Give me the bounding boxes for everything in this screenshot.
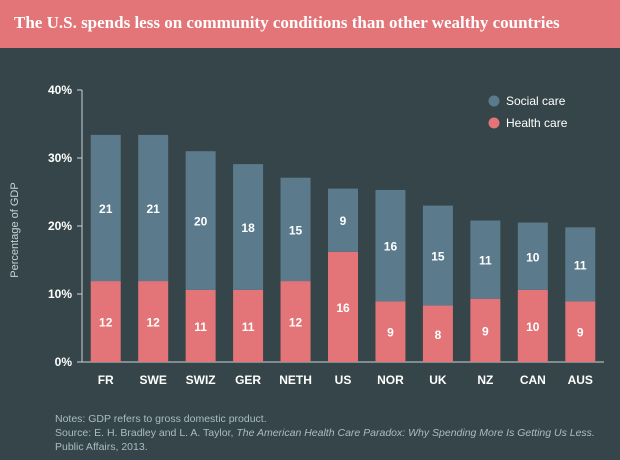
data-label-social-care: 21 — [147, 202, 161, 216]
data-label-health-care: 9 — [387, 326, 394, 340]
data-label-social-care: 15 — [431, 250, 445, 264]
stacked-bar-chart: 0% 10% 20% 30% 40% Percentage of GDP 12 21 FR 12 2… — [9, 83, 604, 387]
data-label-health-care: 11 — [242, 320, 255, 334]
bar-social-care-swiz — [185, 151, 216, 290]
bar-social-care-ger — [233, 164, 264, 290]
data-label-social-care: 21 — [99, 202, 113, 216]
bar-social-care-nz — [470, 220, 501, 299]
legend-label: Health care — [506, 116, 568, 130]
bar-health-care-us — [328, 251, 358, 362]
y-axis-label: Percentage of GDP — [9, 182, 21, 277]
bar-social-care-neth — [280, 177, 311, 282]
y-tick-label: 10% — [48, 287, 72, 301]
bar-health-care-swiz — [185, 289, 216, 362]
data-label-health-care: 11 — [194, 320, 207, 334]
bar-social-care-uk — [422, 205, 453, 306]
source-prefix: Source: E. H. Bradley and L. A. Taylor, — [55, 427, 237, 439]
bar-health-care-aus — [565, 301, 596, 362]
data-label-social-care: 18 — [241, 221, 255, 235]
data-label-health-care: 8 — [435, 328, 442, 342]
x-tick-label: UK — [429, 373, 447, 387]
data-label-health-care: 12 — [147, 316, 161, 330]
bar-social-care-nor — [375, 189, 406, 302]
data-label-health-care: 10 — [526, 320, 540, 334]
footnotes: Notes: GDP refers to gross domestic prod… — [55, 412, 615, 454]
bar-health-care-swe — [138, 281, 169, 362]
data-label-social-care: 10 — [526, 250, 540, 264]
data-label-social-care: 11 — [479, 254, 492, 268]
data-label-health-care: 12 — [289, 316, 303, 330]
data-label-health-care: 9 — [482, 324, 489, 338]
x-tick-label: GER — [235, 373, 261, 387]
legend-label: Social care — [506, 94, 566, 108]
bar-social-care-can — [517, 222, 548, 290]
source-line: Source: E. H. Bradley and L. A. Taylor, … — [55, 426, 615, 440]
source-title: The American Health Care Paradox: Why Sp… — [236, 427, 595, 439]
bar-social-care-aus — [565, 227, 596, 302]
bar-health-care-nz — [470, 298, 501, 362]
data-label-social-care: 11 — [574, 258, 587, 272]
x-tick-label: SWE — [140, 373, 167, 387]
data-label-social-care: 15 — [289, 223, 303, 237]
data-label-health-care: 12 — [99, 316, 113, 330]
bar-social-care-us — [328, 188, 358, 252]
y-tick-label: 40% — [48, 83, 72, 97]
legend-swatch-health-care — [488, 117, 500, 129]
y-tick-label: 20% — [48, 219, 72, 233]
data-label-health-care: 9 — [577, 326, 584, 340]
chart-title: The U.S. spends less on community condit… — [14, 13, 560, 32]
y-tick-label: 30% — [48, 151, 72, 165]
x-tick-label: AUS — [568, 373, 593, 387]
legend-swatch-social-care — [488, 95, 500, 107]
y-tick-label: 0% — [55, 355, 73, 369]
x-tick-label: NOR — [377, 373, 404, 387]
bar-health-care-can — [517, 289, 548, 362]
bar-social-care-swe — [138, 134, 169, 282]
notes-line: Notes: GDP refers to gross domestic prod… — [55, 413, 267, 425]
x-tick-label: CAN — [520, 373, 546, 387]
bar-health-care-ger — [233, 289, 264, 362]
x-tick-label: US — [335, 373, 352, 387]
x-tick-label: SWIZ — [186, 373, 216, 387]
bar-social-care-fr — [90, 134, 121, 282]
data-label-social-care: 20 — [194, 215, 208, 229]
data-label-health-care: 16 — [336, 301, 350, 315]
bar-health-care-uk — [422, 305, 453, 362]
data-label-social-care: 9 — [340, 214, 347, 228]
bar-health-care-nor — [375, 301, 406, 362]
publisher-line: Public Affairs, 2013. — [55, 441, 148, 453]
bar-health-care-fr — [90, 281, 121, 362]
x-tick-label: NZ — [477, 373, 493, 387]
title-banner: The U.S. spends less on community condit… — [0, 0, 620, 48]
x-tick-label: FR — [98, 373, 114, 387]
bar-health-care-neth — [280, 281, 311, 362]
data-label-social-care: 16 — [384, 240, 398, 254]
x-tick-label: NETH — [279, 373, 312, 387]
